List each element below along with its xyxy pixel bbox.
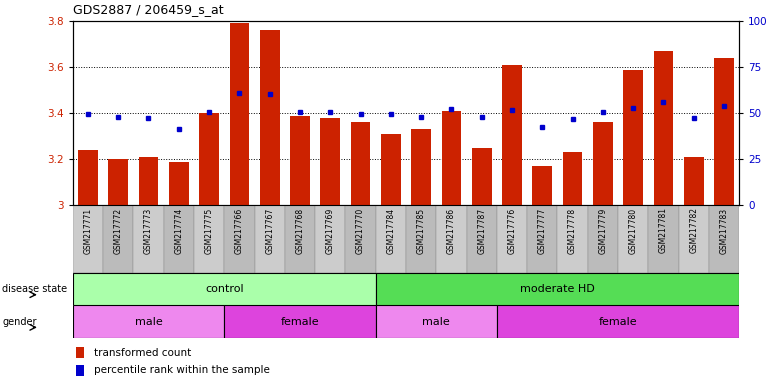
Bar	[199, 113, 219, 205]
Text: GSM217769: GSM217769	[326, 207, 335, 254]
Text: GSM217778: GSM217778	[568, 207, 577, 253]
Bar	[497, 205, 527, 273]
Bar	[230, 23, 249, 205]
Bar	[78, 150, 98, 205]
Bar	[375, 305, 497, 338]
Bar	[593, 122, 613, 205]
Bar	[133, 205, 164, 273]
Bar	[618, 205, 648, 273]
Text: GSM217779: GSM217779	[598, 207, 607, 254]
Bar	[709, 205, 739, 273]
Bar	[588, 205, 618, 273]
Text: GSM217787: GSM217787	[477, 207, 486, 253]
Text: percentile rank within the sample: percentile rank within the sample	[94, 365, 270, 375]
Bar	[73, 273, 375, 305]
Bar	[679, 205, 709, 273]
Text: GSM217774: GSM217774	[175, 207, 183, 254]
Bar	[648, 205, 679, 273]
Bar	[375, 205, 406, 273]
Bar	[406, 205, 437, 273]
Bar	[411, 129, 431, 205]
Bar	[108, 159, 128, 205]
Bar	[73, 205, 103, 273]
Text: female: female	[280, 316, 319, 327]
Text: GSM217783: GSM217783	[719, 207, 728, 253]
Text: GDS2887 / 206459_s_at: GDS2887 / 206459_s_at	[73, 3, 224, 16]
Bar	[497, 305, 739, 338]
Bar	[164, 205, 194, 273]
Text: GSM217772: GSM217772	[113, 207, 123, 253]
Bar	[345, 205, 375, 273]
Text: moderate HD: moderate HD	[520, 284, 595, 294]
Bar	[381, 134, 401, 205]
Bar	[290, 116, 309, 205]
Text: GSM217780: GSM217780	[629, 207, 637, 253]
Bar	[254, 205, 285, 273]
Text: GSM217785: GSM217785	[417, 207, 426, 253]
Text: GSM217768: GSM217768	[296, 207, 304, 253]
Text: disease state: disease state	[2, 284, 67, 294]
Text: GSM217771: GSM217771	[83, 207, 93, 253]
Bar	[76, 365, 84, 376]
Bar	[684, 157, 704, 205]
Bar	[224, 205, 254, 273]
Bar	[351, 122, 371, 205]
Text: gender: gender	[2, 316, 37, 327]
Text: male: male	[422, 316, 450, 327]
Text: GSM217775: GSM217775	[205, 207, 214, 254]
Text: transformed count: transformed count	[94, 348, 192, 358]
Text: male: male	[135, 316, 162, 327]
Bar	[224, 305, 375, 338]
Bar	[714, 58, 734, 205]
Bar	[194, 205, 224, 273]
Bar	[653, 51, 673, 205]
Bar	[76, 347, 84, 358]
Bar	[472, 148, 492, 205]
Bar	[260, 30, 280, 205]
Bar	[502, 65, 522, 205]
Bar	[437, 205, 466, 273]
Bar	[320, 118, 340, 205]
Bar	[624, 70, 643, 205]
Text: GSM217770: GSM217770	[356, 207, 365, 254]
Bar	[532, 166, 552, 205]
Bar	[169, 162, 188, 205]
Text: GSM217776: GSM217776	[508, 207, 516, 254]
Text: GSM217786: GSM217786	[447, 207, 456, 253]
Bar	[73, 305, 224, 338]
Bar	[466, 205, 497, 273]
Bar	[558, 205, 588, 273]
Bar	[103, 205, 133, 273]
Bar	[285, 205, 315, 273]
Bar	[375, 273, 739, 305]
Bar	[315, 205, 345, 273]
Text: GSM217766: GSM217766	[235, 207, 244, 254]
Text: GSM217782: GSM217782	[689, 207, 699, 253]
Text: female: female	[599, 316, 637, 327]
Bar	[563, 152, 582, 205]
Bar	[139, 157, 159, 205]
Text: GSM217773: GSM217773	[144, 207, 153, 254]
Text: GSM217781: GSM217781	[659, 207, 668, 253]
Text: GSM217784: GSM217784	[386, 207, 395, 253]
Text: GSM217767: GSM217767	[265, 207, 274, 254]
Text: control: control	[205, 284, 244, 294]
Bar	[527, 205, 558, 273]
Text: GSM217777: GSM217777	[538, 207, 547, 254]
Bar	[441, 111, 461, 205]
